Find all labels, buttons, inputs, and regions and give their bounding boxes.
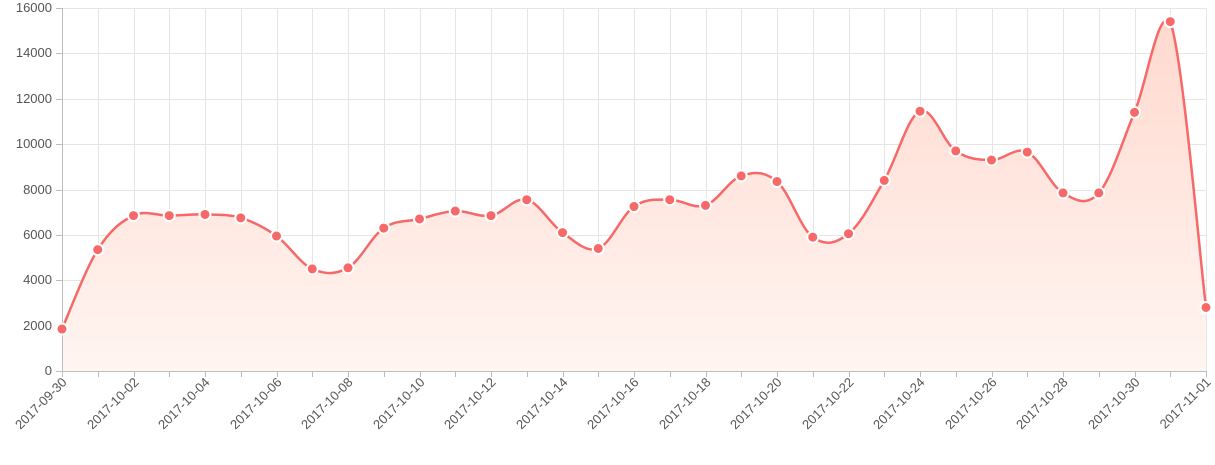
x-tick-label: 2017-10-08: [298, 375, 356, 433]
y-tick-label: 0: [45, 363, 52, 378]
data-point[interactable]: [1199, 300, 1213, 314]
y-tick-label: 2000: [23, 318, 52, 333]
data-point[interactable]: [520, 193, 534, 207]
data-point[interactable]: [1092, 186, 1106, 200]
x-tick-label: 2017-10-12: [441, 375, 499, 433]
x-tick-label: 2017-10-22: [799, 375, 857, 433]
x-tick-label: 2017-10-26: [942, 375, 1000, 433]
x-tick-label: 2017-10-30: [1085, 375, 1143, 433]
x-tick-label: 2017-10-10: [370, 375, 428, 433]
data-point[interactable]: [842, 227, 855, 241]
data-point[interactable]: [663, 193, 677, 207]
series-area: [62, 19, 1206, 372]
x-tick-label: 2017-10-14: [513, 375, 571, 433]
x-tick-label: 2017-10-28: [1013, 375, 1071, 433]
data-point[interactable]: [234, 211, 248, 225]
data-point[interactable]: [377, 221, 391, 235]
x-tick-label: 2017-10-18: [656, 375, 714, 433]
data-point[interactable]: [877, 173, 891, 187]
data-point[interactable]: [1128, 105, 1141, 119]
data-point[interactable]: [91, 243, 105, 257]
data-point[interactable]: [198, 207, 212, 221]
data-point[interactable]: [162, 209, 176, 223]
data-point[interactable]: [985, 153, 998, 167]
data-point[interactable]: [270, 229, 283, 243]
data-point[interactable]: [305, 262, 319, 276]
x-tick-label: 2017-10-04: [155, 375, 213, 433]
y-tick-label: 12000: [16, 91, 52, 106]
data-point[interactable]: [341, 261, 355, 275]
data-point[interactable]: [949, 144, 963, 158]
x-tick-label: 2017-10-06: [227, 375, 285, 433]
axes: [56, 8, 1207, 377]
y-tick-label: 10000: [16, 136, 52, 151]
x-tick-label: 2017-09-30: [12, 375, 70, 433]
data-point[interactable]: [627, 200, 641, 214]
data-point[interactable]: [591, 241, 605, 255]
y-tick-label: 16000: [16, 0, 52, 15]
data-point[interactable]: [55, 322, 69, 336]
data-point[interactable]: [127, 209, 140, 223]
data-point[interactable]: [913, 104, 927, 118]
x-tick-label: 2017-10-02: [84, 375, 142, 433]
y-tick-label: 14000: [16, 45, 52, 60]
data-point[interactable]: [699, 198, 712, 212]
data-point[interactable]: [484, 209, 498, 223]
data-point[interactable]: [413, 212, 426, 226]
data-point[interactable]: [806, 230, 820, 244]
x-tick-label: 2017-10-20: [727, 375, 785, 433]
y-tick-label: 6000: [23, 227, 52, 242]
data-point[interactable]: [1056, 186, 1070, 200]
data-points: [55, 15, 1213, 336]
data-point[interactable]: [1163, 15, 1177, 29]
area-fill-layer: [62, 19, 1206, 372]
x-tick-label: 2017-10-16: [584, 375, 642, 433]
y-tick-label: 8000: [23, 182, 52, 197]
x-tick-label: 2017-10-24: [870, 375, 928, 433]
data-point[interactable]: [448, 204, 462, 218]
data-point[interactable]: [1020, 145, 1034, 159]
data-point[interactable]: [770, 175, 784, 189]
data-point[interactable]: [556, 226, 569, 240]
x-tick-label: 2017-11-01: [1157, 375, 1214, 432]
data-point[interactable]: [734, 169, 748, 183]
y-tick-label: 4000: [23, 272, 52, 287]
